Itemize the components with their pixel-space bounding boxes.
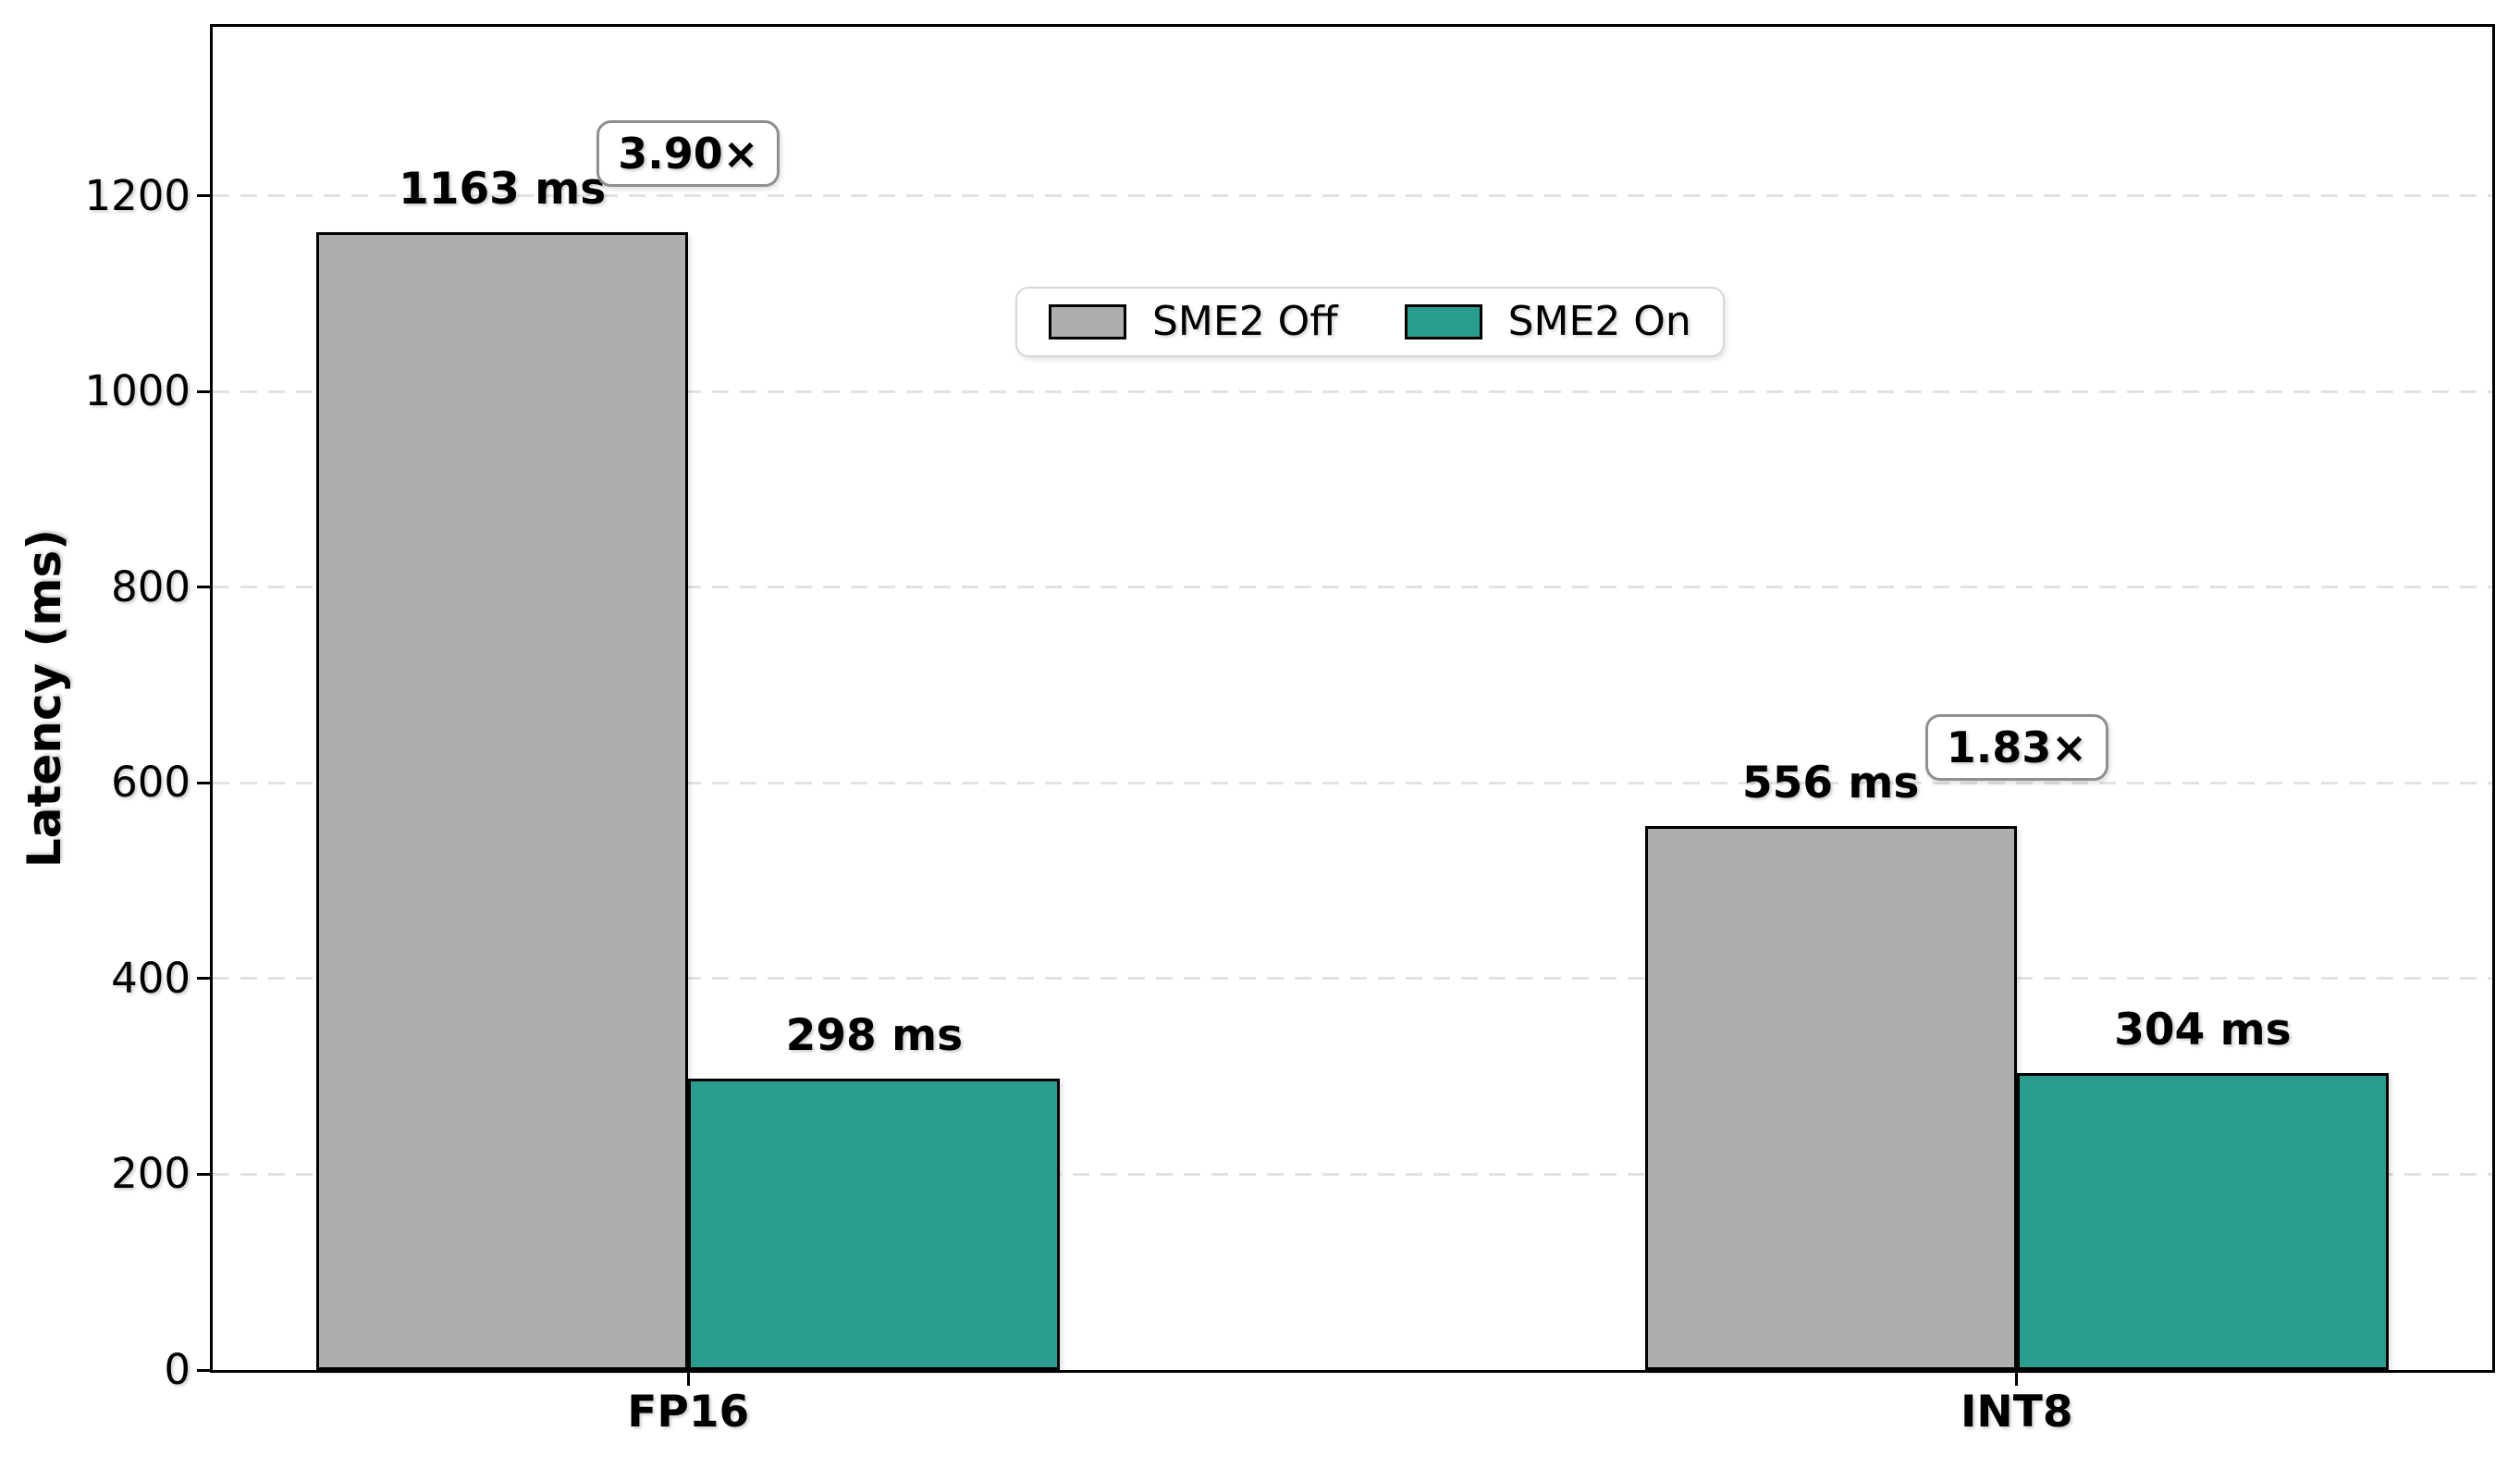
y-tick-0 [197, 1368, 213, 1372]
y-tick-label-600: 600 [111, 758, 191, 808]
legend-item-sme2-off: SME2 Off [1049, 302, 1338, 342]
value-label-int8-off: 556 ms [1741, 758, 1920, 809]
plot-area [210, 24, 2495, 1373]
y-tick-1200 [197, 194, 213, 198]
legend: SME2 Off SME2 On [1015, 287, 1725, 357]
gridline-800 [213, 586, 2492, 589]
value-label-fp16-off: 1163 ms [399, 164, 607, 216]
legend-swatch-sme2-on [1404, 304, 1482, 339]
y-tick-200 [197, 1172, 213, 1176]
x-tick-label-int8: INT8 [1960, 1387, 2073, 1438]
y-tick-label-200: 200 [111, 1149, 191, 1199]
speedup-badge-int8: 1.83× [1924, 714, 2108, 782]
legend-label-sme2-off: SME2 Off [1152, 298, 1338, 345]
y-tick-label-1000: 1000 [84, 366, 191, 416]
gridline-1200 [213, 194, 2492, 198]
bar-int8-on [2016, 1072, 2389, 1370]
bar-fp16-on [688, 1078, 1061, 1370]
y-tick-1000 [197, 389, 213, 393]
legend-swatch-sme2-off [1049, 304, 1126, 339]
speedup-badge-fp16: 3.90× [596, 120, 781, 188]
x-tick-fp16 [686, 1372, 690, 1386]
gridline-1000 [213, 389, 2492, 393]
bar-int8-off [1644, 826, 2017, 1370]
value-label-int8-on: 304 ms [2114, 1004, 2292, 1055]
y-tick-label-400: 400 [111, 953, 191, 1003]
value-label-fp16-on: 298 ms [785, 1009, 964, 1061]
x-tick-label-fp16: FP16 [627, 1387, 750, 1438]
legend-label-sme2-on: SME2 On [1507, 298, 1691, 345]
legend-item-sme2-on: SME2 On [1404, 298, 1691, 345]
y-tick-label-800: 800 [111, 562, 191, 611]
y-tick-label-0: 0 [164, 1345, 191, 1394]
y-tick-600 [197, 781, 213, 784]
gridline-600 [213, 781, 2492, 784]
y-tick-800 [197, 586, 213, 589]
gridline-400 [213, 977, 2492, 981]
gridline-200 [213, 1172, 2492, 1176]
bar-fp16-off [316, 232, 689, 1370]
x-tick-int8 [2015, 1372, 2019, 1386]
y-tick-label-1200: 1200 [84, 170, 191, 220]
y-tick-400 [197, 977, 213, 981]
